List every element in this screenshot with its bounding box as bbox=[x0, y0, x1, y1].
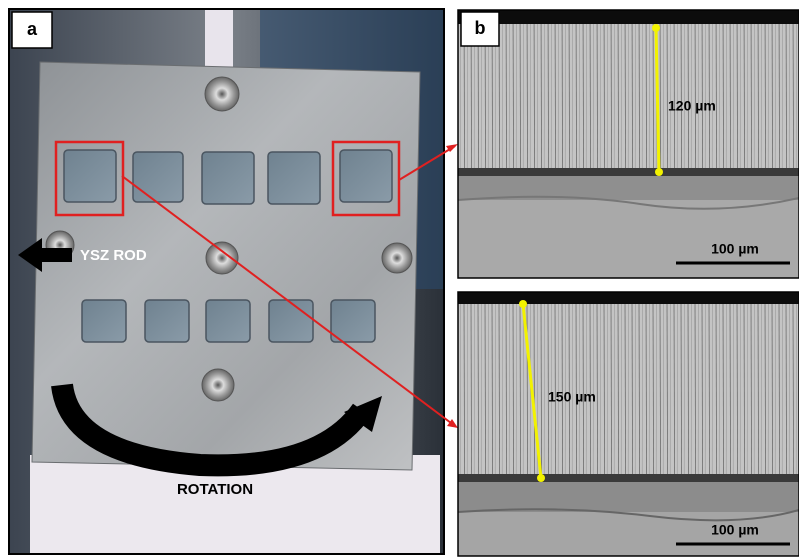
rod-label: YSZ ROD bbox=[80, 247, 147, 264]
thickness-label: 150 µm bbox=[548, 389, 596, 405]
rotation-label: ROTATION bbox=[177, 481, 253, 498]
micrograph bbox=[457, 292, 799, 556]
connector bbox=[398, 145, 456, 181]
scale-bar-label: 100 µm bbox=[711, 241, 759, 257]
panel-label: a bbox=[27, 19, 38, 39]
connector bbox=[121, 175, 456, 427]
thickness-label: 120 µm bbox=[668, 98, 716, 114]
photo bbox=[9, 9, 444, 554]
scale-bar-label: 100 µm bbox=[711, 522, 759, 538]
micrograph bbox=[457, 10, 799, 278]
panel-label: b bbox=[475, 18, 486, 38]
